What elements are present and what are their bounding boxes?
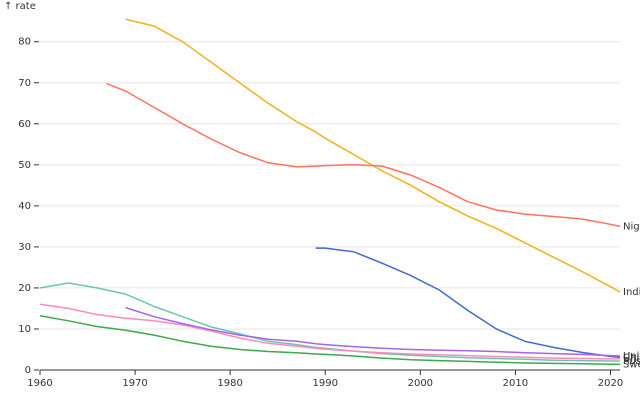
y-tick-label: 20	[18, 283, 31, 294]
y-tick-label: 0	[25, 365, 31, 376]
series-line	[125, 18, 621, 293]
x-tick-label: 2020	[598, 378, 623, 389]
series-line	[106, 82, 621, 228]
y-tick-label: 70	[18, 78, 31, 89]
y-tick-label: 80	[18, 37, 31, 48]
x-tick-label: 2000	[408, 378, 433, 389]
y-tick-label: 60	[18, 119, 31, 130]
series-line	[315, 247, 621, 359]
series-label: India	[623, 287, 640, 298]
y-tick-label: 40	[18, 201, 31, 212]
series-label: United Kingdom	[623, 354, 640, 365]
series-label: Sweden	[623, 359, 640, 370]
series-label: Nigeria	[623, 221, 640, 232]
x-tick-label: 1980	[217, 378, 242, 389]
x-tick-label: 1970	[122, 378, 147, 389]
x-tick-label: 1960	[27, 378, 52, 389]
y-axis-label: ↑ rate	[4, 1, 36, 12]
y-tick-label: 50	[18, 160, 31, 171]
series-label: United States	[623, 351, 640, 362]
y-tick-label: 30	[18, 242, 31, 253]
x-tick-label: 2010	[503, 378, 528, 389]
series-line	[39, 303, 620, 360]
y-tick-label: 10	[18, 324, 31, 335]
series-line	[39, 315, 620, 366]
series-label: Russia	[623, 356, 640, 367]
series-line	[39, 282, 620, 362]
series-line	[125, 306, 621, 357]
series-label: China	[623, 352, 640, 363]
x-tick-label: 1990	[313, 378, 338, 389]
